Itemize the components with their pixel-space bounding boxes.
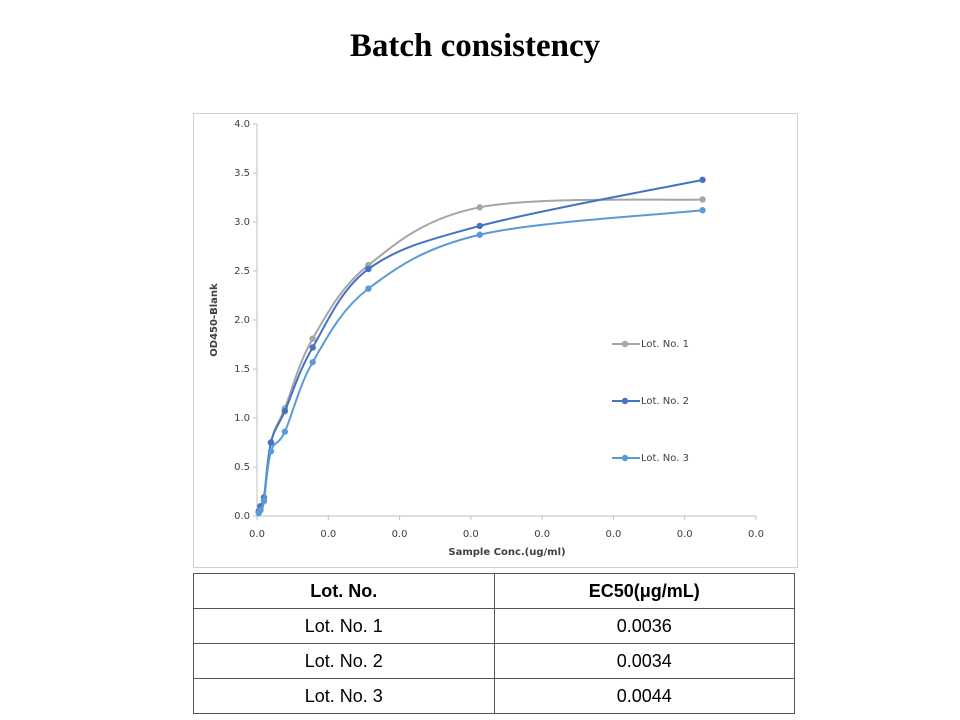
cell: Lot. No. 1: [193, 608, 495, 644]
y-tick-label: 1.5: [234, 364, 250, 375]
y-tick-label: 4.0: [234, 119, 250, 130]
y-tick-label: 0.5: [234, 462, 250, 473]
x-tick-label: 0.0: [534, 529, 550, 540]
table-row: Lot. No. 2 0.0034: [193, 643, 795, 679]
table-header: Lot. No. EC50(μg/mL): [193, 573, 795, 609]
y-tick-label: 3.0: [234, 217, 250, 228]
x-tick-label: 0.0: [320, 529, 336, 540]
legend-marker: [621, 397, 629, 405]
data-point: [699, 176, 706, 184]
data-point: [365, 285, 372, 292]
data-point: [260, 497, 268, 504]
x-tick-label: 0.0: [392, 529, 408, 540]
data-point: [267, 448, 275, 455]
x-tick-label: 0.0: [748, 529, 764, 540]
x-tick-label: 0.0: [249, 529, 265, 540]
table-row: Lot. No. 1 0.0036: [193, 608, 795, 644]
data-point: [309, 358, 316, 366]
x-tick-label: 0.0: [677, 529, 693, 540]
data-point: [699, 207, 706, 214]
y-tick-label: 2.5: [234, 266, 250, 277]
legend-label: Lot. No. 1: [641, 339, 689, 350]
x-axis-label: Sample Conc.(ug/ml): [448, 547, 565, 558]
cell: 0.0036: [493, 608, 795, 644]
y-tick-label: 1.0: [234, 413, 250, 424]
cell: 0.0034: [493, 643, 795, 679]
data-point: [309, 344, 316, 351]
header-cell: EC50(μg/mL): [493, 573, 795, 609]
x-tick-label: 0.0: [605, 529, 621, 540]
data-point: [476, 231, 483, 238]
cell: Lot. No. 2: [193, 643, 495, 679]
y-tick-label: 0.0: [234, 511, 250, 522]
data-point: [476, 222, 483, 230]
data-point: [281, 407, 289, 415]
data-point: [257, 506, 264, 514]
data-point: [476, 204, 483, 211]
legend-label: Lot. No. 3: [641, 453, 689, 464]
cell: Lot. No. 3: [193, 678, 495, 714]
data-point: [309, 335, 316, 342]
y-axis-label: OD450-Blank: [209, 283, 220, 357]
cell: 0.0044: [493, 678, 795, 714]
chart-frame: [193, 113, 798, 568]
header-cell: Lot. No.: [193, 573, 495, 609]
legend-marker: [621, 454, 629, 462]
ec50-table: Lot. No. EC50(μg/mL) Lot. No. 1 0.0036 Lot…: [193, 573, 795, 714]
data-point: [365, 265, 372, 273]
x-tick-label: 0.0: [463, 529, 479, 540]
y-tick-label: 3.5: [234, 168, 250, 179]
legend-label: Lot. No. 2: [641, 396, 689, 407]
chart-title: Batch consistency: [349, 28, 601, 64]
table-row: Lot. No. 3 0.0044: [193, 678, 795, 714]
data-point: [267, 439, 275, 446]
data-point: [699, 196, 706, 203]
legend-marker: [621, 340, 629, 348]
y-tick-label: 2.0: [234, 315, 250, 326]
data-point: [281, 428, 289, 435]
